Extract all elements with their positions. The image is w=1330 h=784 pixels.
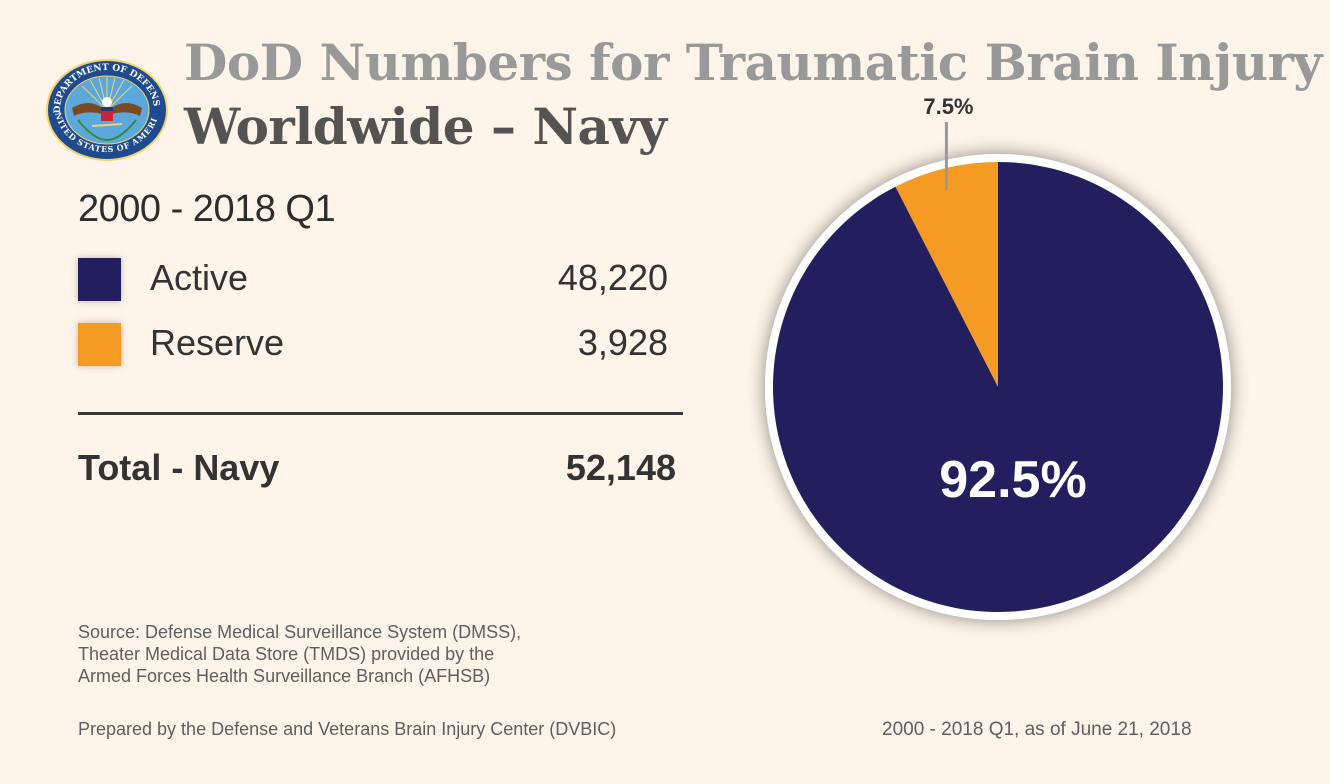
as-of-date: 2000 - 2018 Q1, as of June 21, 2018 [882,719,1192,740]
legend-swatch-active [78,258,121,301]
legend-swatch-reserve [78,323,121,366]
source-line: Theater Medical Data Store (TMDS) provid… [78,644,495,664]
total-divider [78,412,683,415]
source-note: Source: Defense Medical Surveillance Sys… [78,621,521,687]
legend-label-active: Active [150,257,249,298]
period-heading: 2000 - 2018 Q1 [78,188,336,230]
source-line: Source: Defense Medical Surveillance Sys… [78,622,522,642]
pie-slice-active [772,162,1223,612]
prepared-by-note: Prepared by the Defense and Veterans Bra… [78,719,617,739]
title-line-2: Worldwide – Navy [184,97,667,156]
legend-value-active: 48,220 [557,257,668,298]
title-line-1: DoD Numbers for Traumatic Brain Injury [184,33,1322,92]
total-value: 52,148 [565,447,676,488]
total-label: Total - Navy [78,447,280,488]
legend-value-reserve: 3,928 [577,322,668,363]
slice-label-reserve: 7.5% [923,94,973,119]
dod-seal-logo: DEPARTMENT OF DEFENSE UNITED STATES OF A… [44,58,168,161]
source-line: Armed Forces Health Surveillance Branch … [78,666,491,686]
legend-row-reserve: Reserve 3,928 [78,323,668,367]
legend-row-active: Active 48,220 [78,258,668,302]
pie-slice-reserve [895,162,998,387]
slice-label-active: 92.5% [939,451,1086,509]
legend-label-reserve: Reserve [150,322,285,363]
